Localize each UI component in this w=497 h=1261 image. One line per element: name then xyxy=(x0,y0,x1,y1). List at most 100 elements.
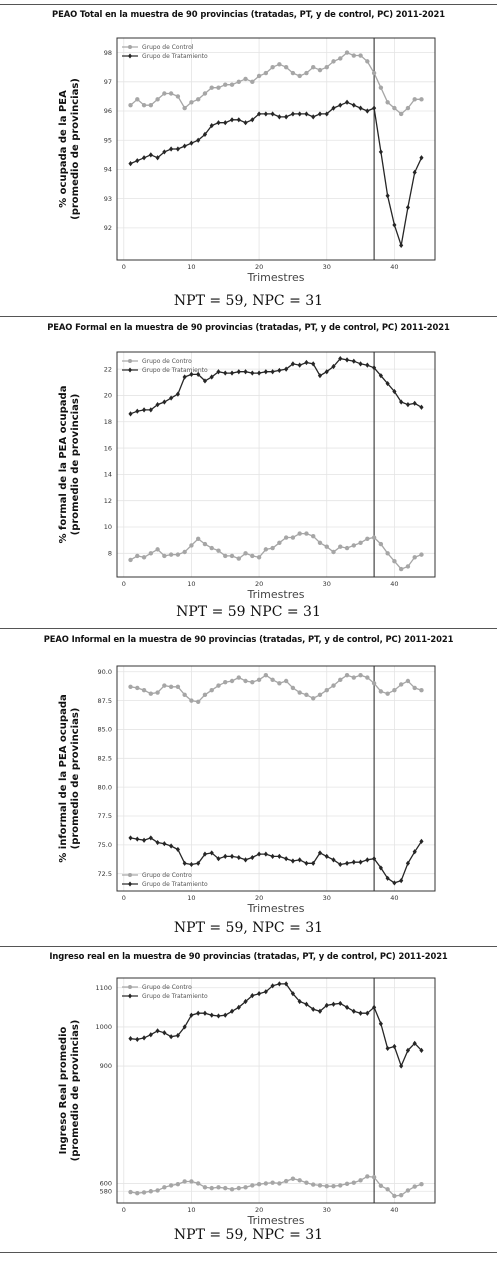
y-tick-label: 93 xyxy=(104,195,112,203)
data-point xyxy=(189,861,194,868)
data-point xyxy=(365,108,370,114)
data-point xyxy=(297,531,302,536)
data-point xyxy=(148,691,154,696)
chart-peao-informal: 0 10 20 30 40 72.5 75.0 77.5 80.0 82.5 85.0 87.5 90.… xyxy=(58,665,436,915)
data-point xyxy=(277,1181,282,1186)
data-point xyxy=(392,559,397,564)
data-point xyxy=(398,111,404,117)
y-axis-label-line: % ocupada de la PEA xyxy=(58,90,69,208)
legend-label: Grupo de Tratamiento xyxy=(142,881,208,888)
data-point xyxy=(162,553,167,559)
divider-rule xyxy=(0,946,497,947)
data-point xyxy=(155,97,160,102)
data-point xyxy=(358,1178,363,1183)
data-point xyxy=(128,161,133,167)
y-tick-label: 98 xyxy=(104,49,112,57)
data-point xyxy=(141,688,147,693)
data-point xyxy=(162,1030,167,1036)
data-point xyxy=(365,362,370,368)
data-point xyxy=(216,856,221,862)
data-point xyxy=(358,673,363,678)
data-point xyxy=(405,564,411,569)
data-point xyxy=(371,70,377,76)
legend-label: Grupo de Contro xyxy=(142,984,192,991)
data-point xyxy=(189,1012,194,1018)
data-point xyxy=(311,696,316,701)
x-tick-label: 10 xyxy=(187,263,195,271)
data-point xyxy=(371,535,377,540)
data-point xyxy=(277,114,282,120)
data-point xyxy=(223,1012,228,1018)
data-point xyxy=(223,679,228,685)
legend-label: Grupo de Tratamiento xyxy=(142,993,208,1000)
data-point xyxy=(141,102,147,108)
data-point xyxy=(236,854,241,861)
data-point xyxy=(344,99,350,105)
data-point xyxy=(324,544,329,549)
series-line xyxy=(130,674,422,703)
data-point xyxy=(297,73,302,79)
data-point xyxy=(378,1021,383,1027)
series-line xyxy=(130,101,423,246)
y-tick-label: 97 xyxy=(104,78,112,86)
data-point xyxy=(331,1183,336,1189)
data-point xyxy=(419,97,424,102)
x-tick-label: 0 xyxy=(122,263,126,271)
x-tick-label: 20 xyxy=(255,263,263,271)
x-tick-label: 30 xyxy=(323,263,331,271)
data-point xyxy=(175,146,180,152)
data-point xyxy=(405,105,411,111)
data-point xyxy=(324,65,329,70)
data-point xyxy=(209,545,214,551)
data-point xyxy=(155,839,160,846)
data-point xyxy=(243,551,248,556)
data-point xyxy=(155,1188,160,1193)
data-point xyxy=(257,370,262,376)
y-tick-label: 90.0 xyxy=(98,668,112,676)
data-point xyxy=(392,1193,397,1199)
data-point xyxy=(162,683,167,688)
x-tick-label: 40 xyxy=(390,580,398,588)
data-point xyxy=(155,155,160,161)
y-axis-label-line: (promedio de provincias) xyxy=(70,394,81,536)
data-point xyxy=(175,1182,181,1187)
data-point xyxy=(378,689,384,694)
data-point xyxy=(155,402,160,408)
data-point xyxy=(351,1008,356,1014)
data-point xyxy=(385,380,390,387)
data-point xyxy=(229,117,235,123)
data-point xyxy=(277,367,282,374)
data-point xyxy=(304,860,309,866)
data-point xyxy=(135,553,140,559)
data-point xyxy=(148,551,154,556)
x-tick-label: 0 xyxy=(122,894,126,902)
y-tick-label: 8 xyxy=(108,550,112,558)
data-point xyxy=(277,681,282,686)
data-point xyxy=(135,158,140,164)
sample-size-caption: NPT = 59, NPC = 31 xyxy=(173,293,324,309)
data-point xyxy=(236,117,241,123)
data-point xyxy=(250,553,255,559)
y-axis-label-line: % informal de la PEA ocupada xyxy=(58,694,69,862)
data-point xyxy=(317,67,323,73)
data-point xyxy=(398,1192,404,1198)
data-point xyxy=(304,70,309,76)
data-point xyxy=(128,557,133,563)
top-rule xyxy=(0,4,497,5)
data-point xyxy=(358,540,363,545)
data-point xyxy=(365,675,370,680)
data-point xyxy=(189,140,194,146)
data-point xyxy=(419,688,424,693)
x-tick-label: 0 xyxy=(122,1206,126,1214)
data-point xyxy=(135,1191,140,1196)
data-point xyxy=(216,683,221,688)
data-point xyxy=(195,699,201,704)
x-tick-label: 20 xyxy=(255,580,263,588)
data-point xyxy=(365,536,370,542)
legend-swatch-marker xyxy=(128,53,132,59)
data-point xyxy=(182,105,187,111)
data-point xyxy=(202,1010,208,1016)
data-point xyxy=(331,549,336,555)
data-point xyxy=(229,370,235,376)
x-tick-label: 30 xyxy=(323,1206,331,1214)
